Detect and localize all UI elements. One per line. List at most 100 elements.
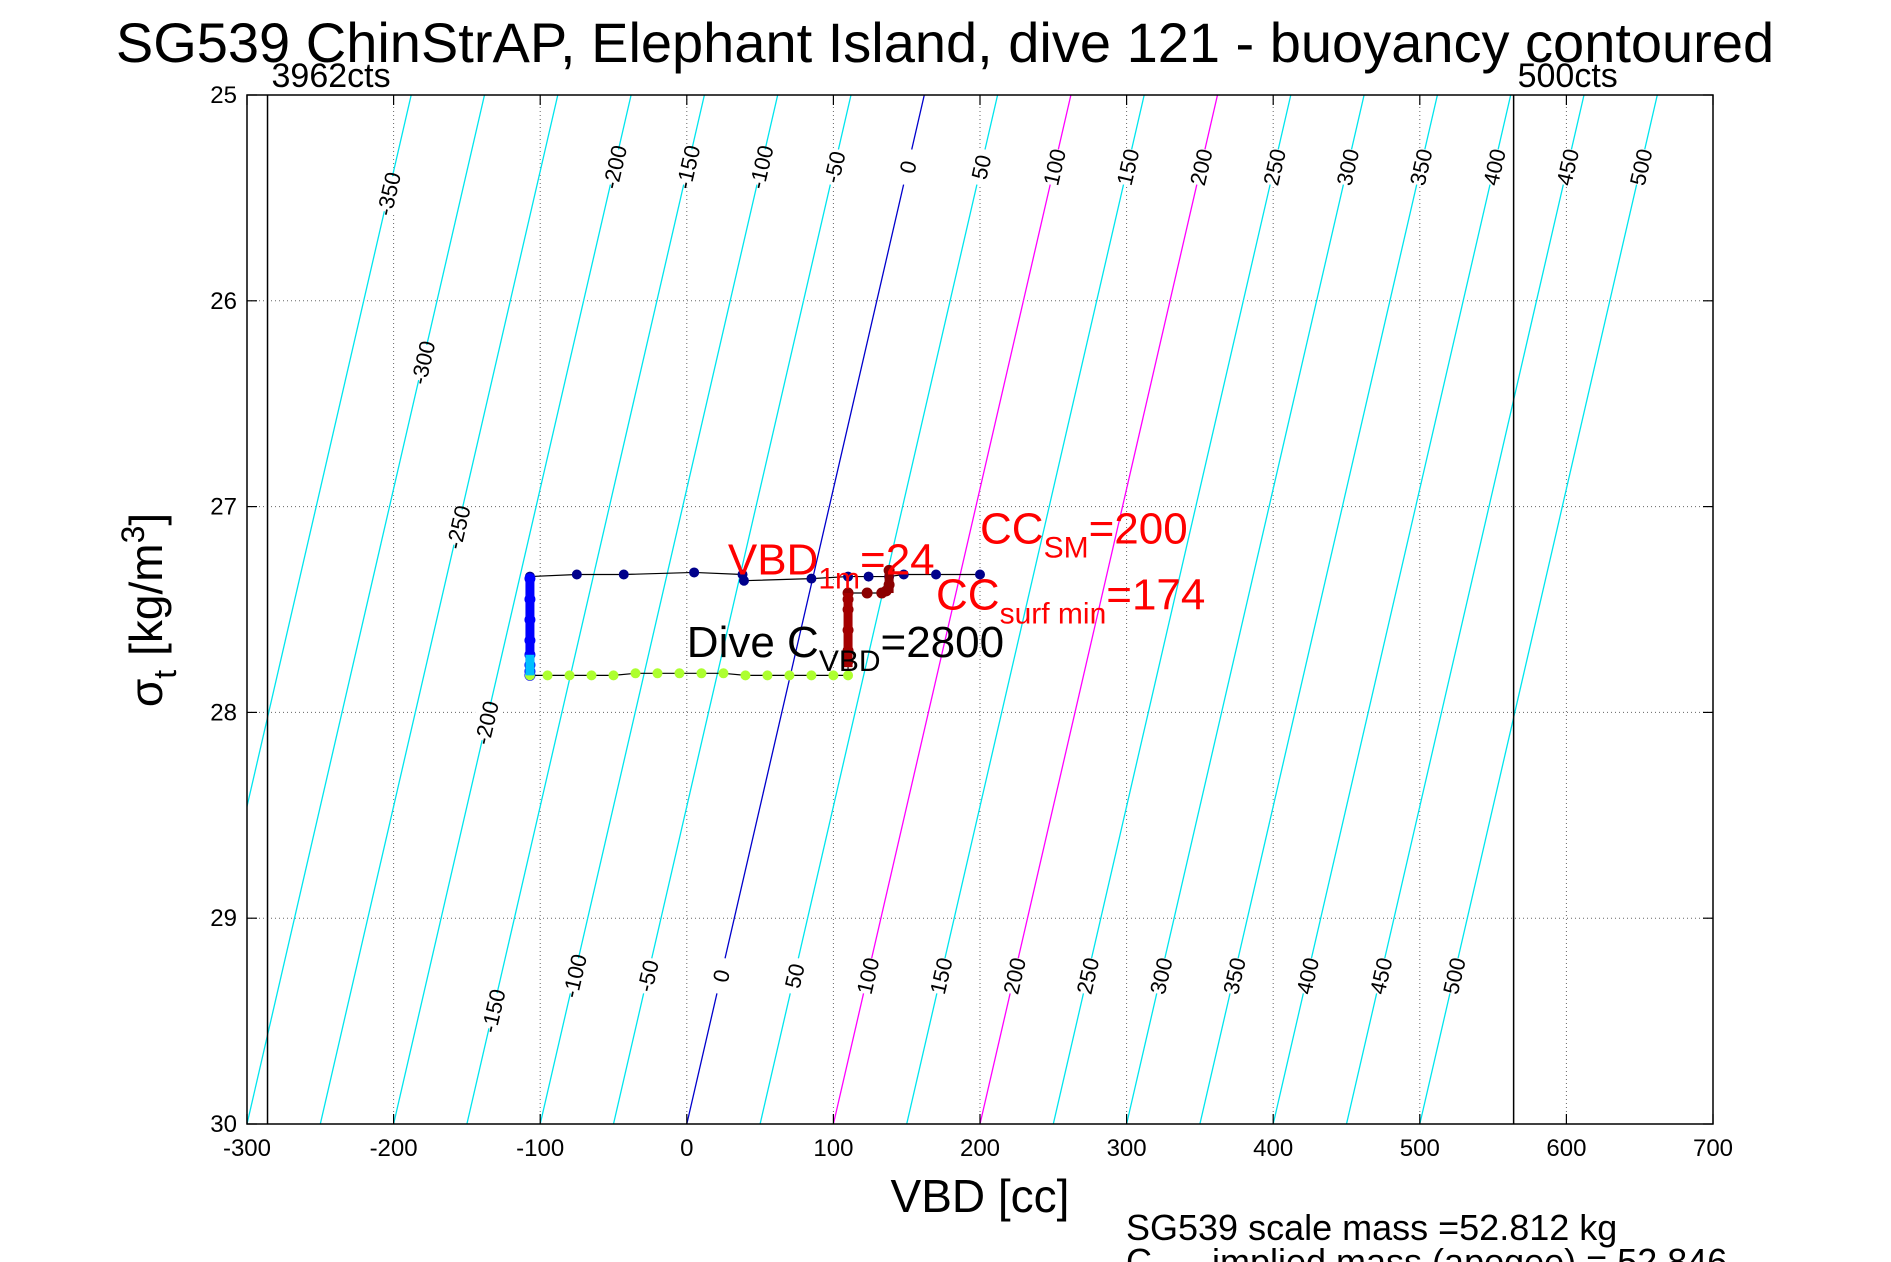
data-point [975,569,985,580]
x-tick-label: 500 [1400,1135,1440,1162]
y-tick-label: 25 [210,82,237,109]
contour-line [906,95,1145,1124]
contour-line [1272,95,1512,1124]
contour-label-top-bg [597,146,632,188]
contour-line [247,95,412,810]
contour-label-top-bg [1184,146,1218,188]
data-point [762,670,773,681]
data-point [843,571,854,582]
contour-label-bottom-bg [1070,955,1105,997]
y-label-sub: t [147,670,183,679]
x-tick-label: 600 [1546,1135,1586,1162]
y-label-sup: 3 [115,526,151,544]
data-point [718,668,729,679]
data-point [674,668,685,679]
contour-label-top-bg [1477,146,1511,188]
contour-label-bottom-bg [1290,955,1325,997]
contour-label-bottom-bg [704,955,738,997]
buoyancy-contours [247,95,1658,1124]
contour-label-top-bg [1037,146,1071,188]
x-tick-label: 700 [1693,1135,1733,1162]
contour-line [247,95,486,1124]
y-label-units: [kg/m [120,543,172,655]
contour-label-top: 50 [967,152,997,181]
contour-line [979,95,1219,1124]
contour-line [686,95,925,1124]
contour-label-bottom-bg [850,955,885,997]
data-point [784,670,795,681]
x-tick-label: -300 [223,1135,271,1162]
contour-line [1052,95,1292,1124]
y-tick-label: 27 [210,494,237,521]
contour-label-bottom-bg [1217,955,1251,997]
y-tick-label: 30 [210,1111,237,1138]
y-tick-label: 28 [210,699,237,726]
contour-label-bottom-bg [1437,955,1471,997]
contour-line [392,95,632,1124]
footer-implied-text: implied mass (apogee) = 52.846 [1212,1241,1727,1262]
contour-label-top-bg [817,146,852,188]
contour-line [1419,95,1658,1124]
data-point [608,670,619,681]
data-point [689,567,700,578]
contour-line [1345,95,1585,1124]
data-point [571,569,582,580]
contour-label-top-bg [441,506,475,548]
contour-line [832,95,1072,1124]
contour-line [759,95,999,1124]
data-point [737,569,748,580]
contour-label-top-bg [1330,146,1365,188]
data-point [618,569,629,580]
data-point [630,668,641,679]
contour-label-top-bg [890,146,925,188]
data-point [586,670,597,681]
contour-label-bottom-bg [1363,955,1398,997]
x-tick-label: 400 [1253,1135,1293,1162]
contour-line [539,95,779,1124]
contour-label-bottom: 50 [780,961,810,990]
y-axis-label: σt [kg/m3] [115,513,183,707]
data-point [898,569,909,580]
contour-label-bottom-bg [476,990,510,1032]
x-tick-label: -100 [516,1135,564,1162]
data-point [652,668,663,679]
contour-label-bottom: 0 [708,967,735,985]
contour-line [319,95,559,1124]
contour-label-top-bg [964,146,998,188]
contour-label-bottom-bg [1144,955,1178,997]
count-limit-label: 3962cts [272,57,391,95]
y-tick-label: 26 [210,288,237,315]
contour-line [612,95,852,1124]
annotation-cc-sm: CCSM=200 [980,505,1188,565]
contour-label-top: 0 [895,158,922,176]
annotation-dive-cvbd: Dive CVBD=2800 [687,618,1004,678]
data-point [696,668,707,679]
y-tick-label: 29 [210,905,237,932]
contour-label-top-bg [1257,146,1291,188]
data-point [806,573,817,584]
data-point [740,670,751,681]
contour-label-top-bg [1550,146,1585,188]
data-point [843,670,854,681]
contour-label-bottom-bg [777,955,812,997]
data-point [564,670,575,681]
contour-line [1199,95,1439,1124]
contour-label-top-bg [371,173,406,215]
data-point [542,670,553,681]
contour-label-top-bg [1623,146,1658,188]
data-point [931,569,942,580]
annotation-vbd-1m: VBD1m=24 [728,536,935,596]
contour-line [466,95,706,1124]
x-axis-label: VBD [cc] [891,1170,1070,1222]
x-tick-label: -200 [370,1135,418,1162]
y-axis-ticks: 25 26 27 28 29 30 [210,82,1713,1138]
data-point [806,670,817,681]
plot-area [247,95,1713,1124]
contour-label-top-bg [1404,146,1438,188]
contour-label-bottom-bg [630,955,665,997]
dive-series [524,564,985,681]
y-label-close: ] [120,513,172,526]
